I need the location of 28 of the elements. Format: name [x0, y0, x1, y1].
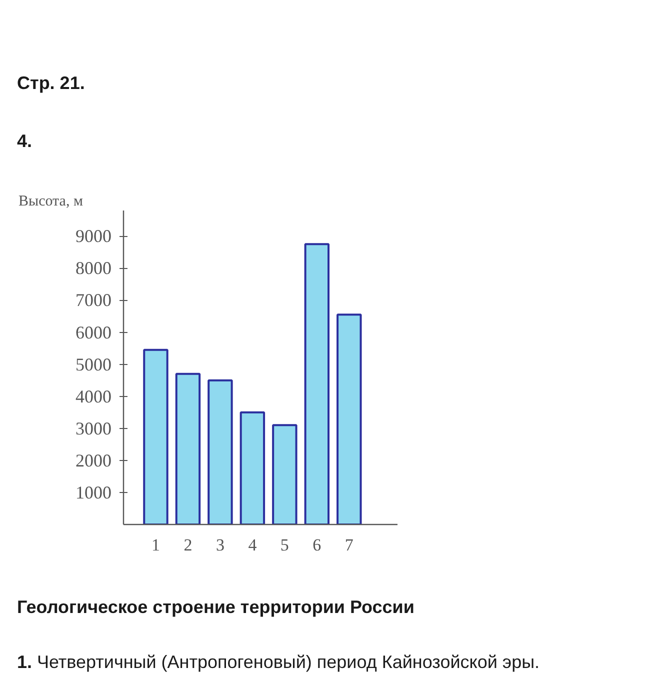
y-tick-label: 1000: [76, 482, 112, 502]
y-tick-label: 9000: [76, 226, 112, 246]
chart-title: Стр. 21.: [17, 73, 85, 93]
chart-subtitle: 4.: [17, 131, 32, 151]
bar: [143, 348, 168, 524]
x-tick-label: 2: [184, 536, 192, 554]
y-axis-title: Высота, м: [18, 194, 84, 210]
bar: [336, 314, 362, 524]
y-tick-label: 4000: [76, 386, 112, 406]
bar: [208, 379, 233, 524]
y-tick-label: 6000: [76, 322, 112, 342]
bar: [304, 243, 330, 524]
bar: [175, 372, 201, 524]
text: 1. Четвертичный (Антропогеновый) период Кайнозойской эры.: [16, 651, 540, 673]
x-tick-label: 3: [216, 536, 224, 554]
x-tick-label: 5: [280, 536, 289, 554]
y-tick-label: 8000: [76, 258, 112, 278]
y-tick-label: 2000: [76, 450, 112, 470]
y-tick-label: 7000: [76, 290, 112, 310]
x-tick-label: 6: [312, 536, 322, 554]
y-tick-label: 3000: [76, 418, 112, 438]
y-tick-label: 5000: [76, 354, 112, 374]
text: Геологическое строение территории России: [17, 597, 414, 617]
x-tick-label: 7: [344, 536, 354, 554]
bar: [240, 411, 266, 524]
bar: [272, 424, 298, 524]
x-tick-label: 4: [248, 536, 258, 554]
x-tick-label: 1: [151, 536, 160, 554]
